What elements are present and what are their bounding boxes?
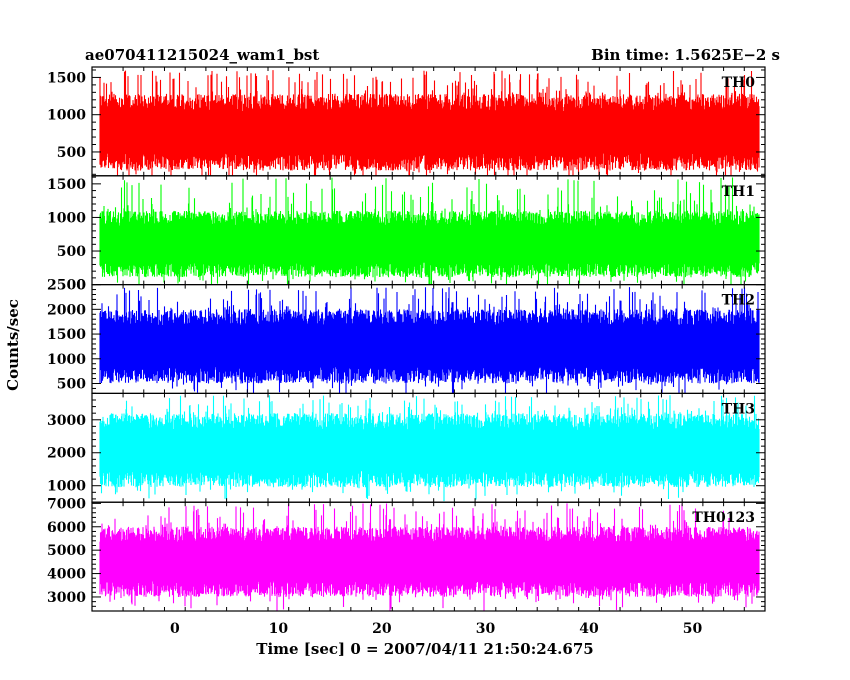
panel-th1: 0 500 1000 1500 TH1 xyxy=(47,175,766,294)
panel-label-th0: TH0 xyxy=(722,75,756,91)
y-tick-label: 1500 xyxy=(47,327,86,343)
y-tick-label: 2000 xyxy=(47,446,86,462)
x-tick-label: 50 xyxy=(683,621,703,637)
x-tick-label: 40 xyxy=(579,621,599,637)
y-axis-label: Counts/sec xyxy=(4,299,22,391)
y-tick-label: 500 xyxy=(57,145,86,161)
panel-label-th2: TH2 xyxy=(722,293,755,309)
y-tick-label: 500 xyxy=(57,377,86,393)
panel-th2: 500 1000 1500 2000 2500 TH2 xyxy=(47,278,766,395)
y-tick-label: 1000 xyxy=(47,108,86,124)
x-axis-label: Time [sec] 0 = 2007/04/11 21:50:24.675 xyxy=(256,640,593,658)
y-tick-label: 1000 xyxy=(47,479,86,495)
series-th0123 xyxy=(99,503,760,611)
series-th0 xyxy=(99,70,760,176)
panel-label-th3: TH3 xyxy=(722,401,755,417)
x-tick-label: 10 xyxy=(269,621,289,637)
y-tick-label: 3000 xyxy=(47,590,86,606)
chart-title: ae070411215024_wam1_bst xyxy=(85,46,319,64)
panel-th3: 1000 2000 3000 TH3 xyxy=(47,392,766,503)
series-th2 xyxy=(99,287,760,394)
x-tick-label: 0 xyxy=(170,621,180,637)
y-tick-label: 1500 xyxy=(47,177,86,193)
panel-frame xyxy=(91,501,766,612)
y-tick-label: 2000 xyxy=(47,302,86,318)
y-tick-label: 1500 xyxy=(47,70,86,86)
y-tick-label: 1000 xyxy=(47,210,86,226)
y-tick-label: 0 xyxy=(76,278,86,294)
y-tick-label: 4000 xyxy=(47,567,86,583)
y-tick-label: 500 xyxy=(57,244,86,260)
y-tick-label: 3000 xyxy=(47,413,86,429)
x-tick-label: 20 xyxy=(372,621,392,637)
series-th1 xyxy=(99,177,760,285)
y-tick-label: 1000 xyxy=(47,352,86,368)
x-tick-label: 30 xyxy=(476,621,496,637)
y-tick-label: 5000 xyxy=(47,543,86,559)
y-tick-label: 2500 xyxy=(47,278,86,294)
bin-time-label: Bin time: 1.5625E−2 s xyxy=(591,46,780,64)
panel-label-th1: TH1 xyxy=(722,184,755,200)
panel-th0: 500 1000 1500 TH0 xyxy=(47,66,766,177)
y-tick-label: 7000 xyxy=(47,496,86,512)
panel-th0123: 3000 4000 5000 6000 7000 TH0123 xyxy=(47,496,766,612)
panel-label-th0123: TH0123 xyxy=(692,510,755,526)
y-tick-label: 6000 xyxy=(47,520,86,536)
series-th3 xyxy=(99,395,760,502)
